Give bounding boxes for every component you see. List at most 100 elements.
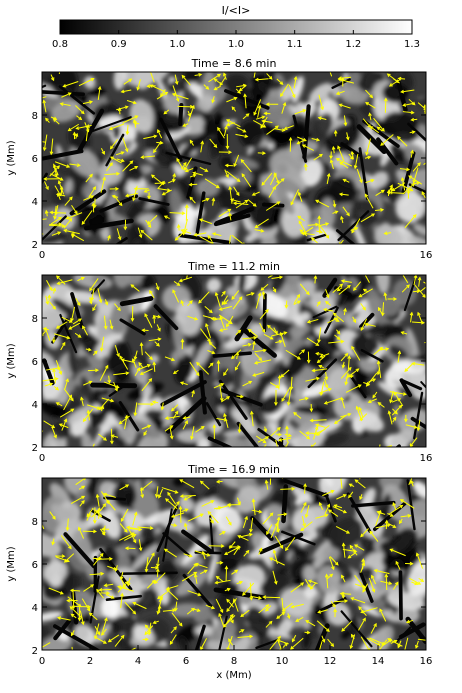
velocity-arrow	[88, 612, 98, 621]
velocity-arrow	[104, 299, 109, 306]
velocity-arrow	[260, 283, 269, 291]
velocity-arrow	[183, 553, 193, 558]
velocity-arrow	[349, 544, 358, 556]
velocity-arrow	[210, 316, 222, 321]
velocity-arrow	[290, 189, 299, 206]
velocity-arrow	[107, 375, 112, 384]
velocity-arrow	[337, 76, 352, 81]
velocity-arrow	[191, 608, 201, 612]
velocity-arrow	[375, 523, 392, 529]
velocity-arrow	[223, 613, 234, 628]
velocity-arrow	[376, 510, 386, 515]
velocity-arrow	[340, 478, 343, 489]
velocity-arrow	[368, 577, 376, 593]
velocity-arrow	[107, 234, 111, 241]
velocity-arrow	[359, 494, 363, 501]
velocity-arrow	[379, 444, 381, 447]
velocity-arrow	[360, 213, 376, 223]
velocity-arrow	[353, 281, 362, 292]
velocity-arrow	[101, 491, 110, 505]
velocity-arrow	[332, 210, 339, 215]
velocity-arrow	[409, 437, 418, 447]
y-tick-label: 2	[32, 646, 38, 657]
velocity-arrow	[137, 227, 143, 239]
velocity-arrow	[285, 425, 289, 443]
velocity-arrow	[329, 159, 334, 170]
velocity-arrow	[101, 628, 107, 636]
velocity-arrow	[49, 222, 63, 227]
velocity-arrow	[126, 100, 137, 105]
velocity-arrow	[96, 588, 104, 599]
panel-1: Time = 8.6 min 2 4 6 8 0 16 y (Mm)	[6, 57, 433, 261]
velocity-arrow	[139, 342, 144, 356]
velocity-arrow	[180, 229, 192, 234]
velocity-arrow	[152, 620, 159, 624]
velocity-arrow	[294, 109, 307, 115]
velocity-arrow	[402, 110, 415, 115]
velocity-arrow	[42, 327, 49, 331]
velocity-arrow	[174, 228, 188, 241]
velocity-arrow	[207, 510, 219, 524]
velocity-arrow	[143, 134, 158, 140]
velocity-arrow	[200, 638, 208, 650]
velocity-arrow	[327, 509, 339, 517]
velocity-arrow	[380, 580, 393, 586]
velocity-arrow	[183, 495, 193, 501]
velocity-arrow	[330, 600, 336, 608]
velocity-arrow	[61, 316, 73, 323]
velocity-arrow	[193, 573, 198, 584]
velocity-arrow	[42, 96, 47, 99]
velocity-arrow	[151, 400, 159, 405]
velocity-arrow	[172, 289, 180, 303]
velocity-arrow	[226, 96, 238, 103]
panel-title: Time = 16.9 min	[187, 463, 280, 476]
velocity-arrow	[201, 197, 210, 202]
velocity-arrow	[392, 408, 398, 415]
velocity-arrow	[258, 547, 263, 555]
velocity-arrow	[119, 532, 136, 541]
velocity-arrow	[88, 186, 96, 198]
velocity-arrow	[120, 89, 132, 94]
velocity-arrow	[334, 414, 347, 425]
velocity-arrow	[44, 181, 49, 191]
velocity-arrow	[209, 517, 214, 524]
velocity-arrow	[62, 81, 79, 88]
velocity-arrow	[165, 498, 178, 510]
velocity-arrow	[137, 526, 154, 530]
velocity-arrow	[392, 416, 397, 423]
velocity-arrow	[52, 368, 56, 384]
velocity-arrow	[388, 79, 401, 87]
velocity-arrow	[259, 308, 269, 320]
velocity-arrow	[103, 381, 120, 389]
velocity-arrow	[231, 106, 237, 112]
velocity-arrow	[412, 162, 421, 172]
velocity-arrow	[257, 151, 266, 156]
velocity-arrow	[146, 579, 156, 589]
velocity-arrow	[276, 516, 281, 532]
velocity-arrow	[99, 336, 105, 352]
velocity-arrow	[186, 275, 188, 279]
velocity-arrow	[209, 138, 218, 149]
velocity-arrow	[179, 381, 188, 386]
velocity-arrow	[51, 427, 57, 439]
velocity-arrow	[343, 115, 348, 127]
velocity-arrow	[65, 212, 83, 220]
velocity-arrow	[78, 485, 86, 490]
velocity-arrow	[329, 72, 333, 77]
velocity-arrow	[335, 525, 351, 534]
velocity-arrow	[228, 545, 242, 549]
velocity-arrow	[255, 292, 262, 309]
velocity-arrow	[173, 500, 180, 510]
velocity-arrow	[86, 404, 101, 410]
x-tick-label: 16	[420, 250, 433, 261]
velocity-arrow	[338, 192, 349, 197]
velocity-arrow	[44, 209, 49, 217]
velocity-arrow	[336, 287, 343, 292]
velocity-arrow	[83, 584, 95, 592]
velocity-arrow	[180, 338, 185, 350]
velocity-arrow	[82, 529, 97, 534]
velocity-arrow	[387, 410, 393, 425]
velocity-arrow	[207, 234, 213, 242]
velocity-arrow	[187, 110, 191, 118]
